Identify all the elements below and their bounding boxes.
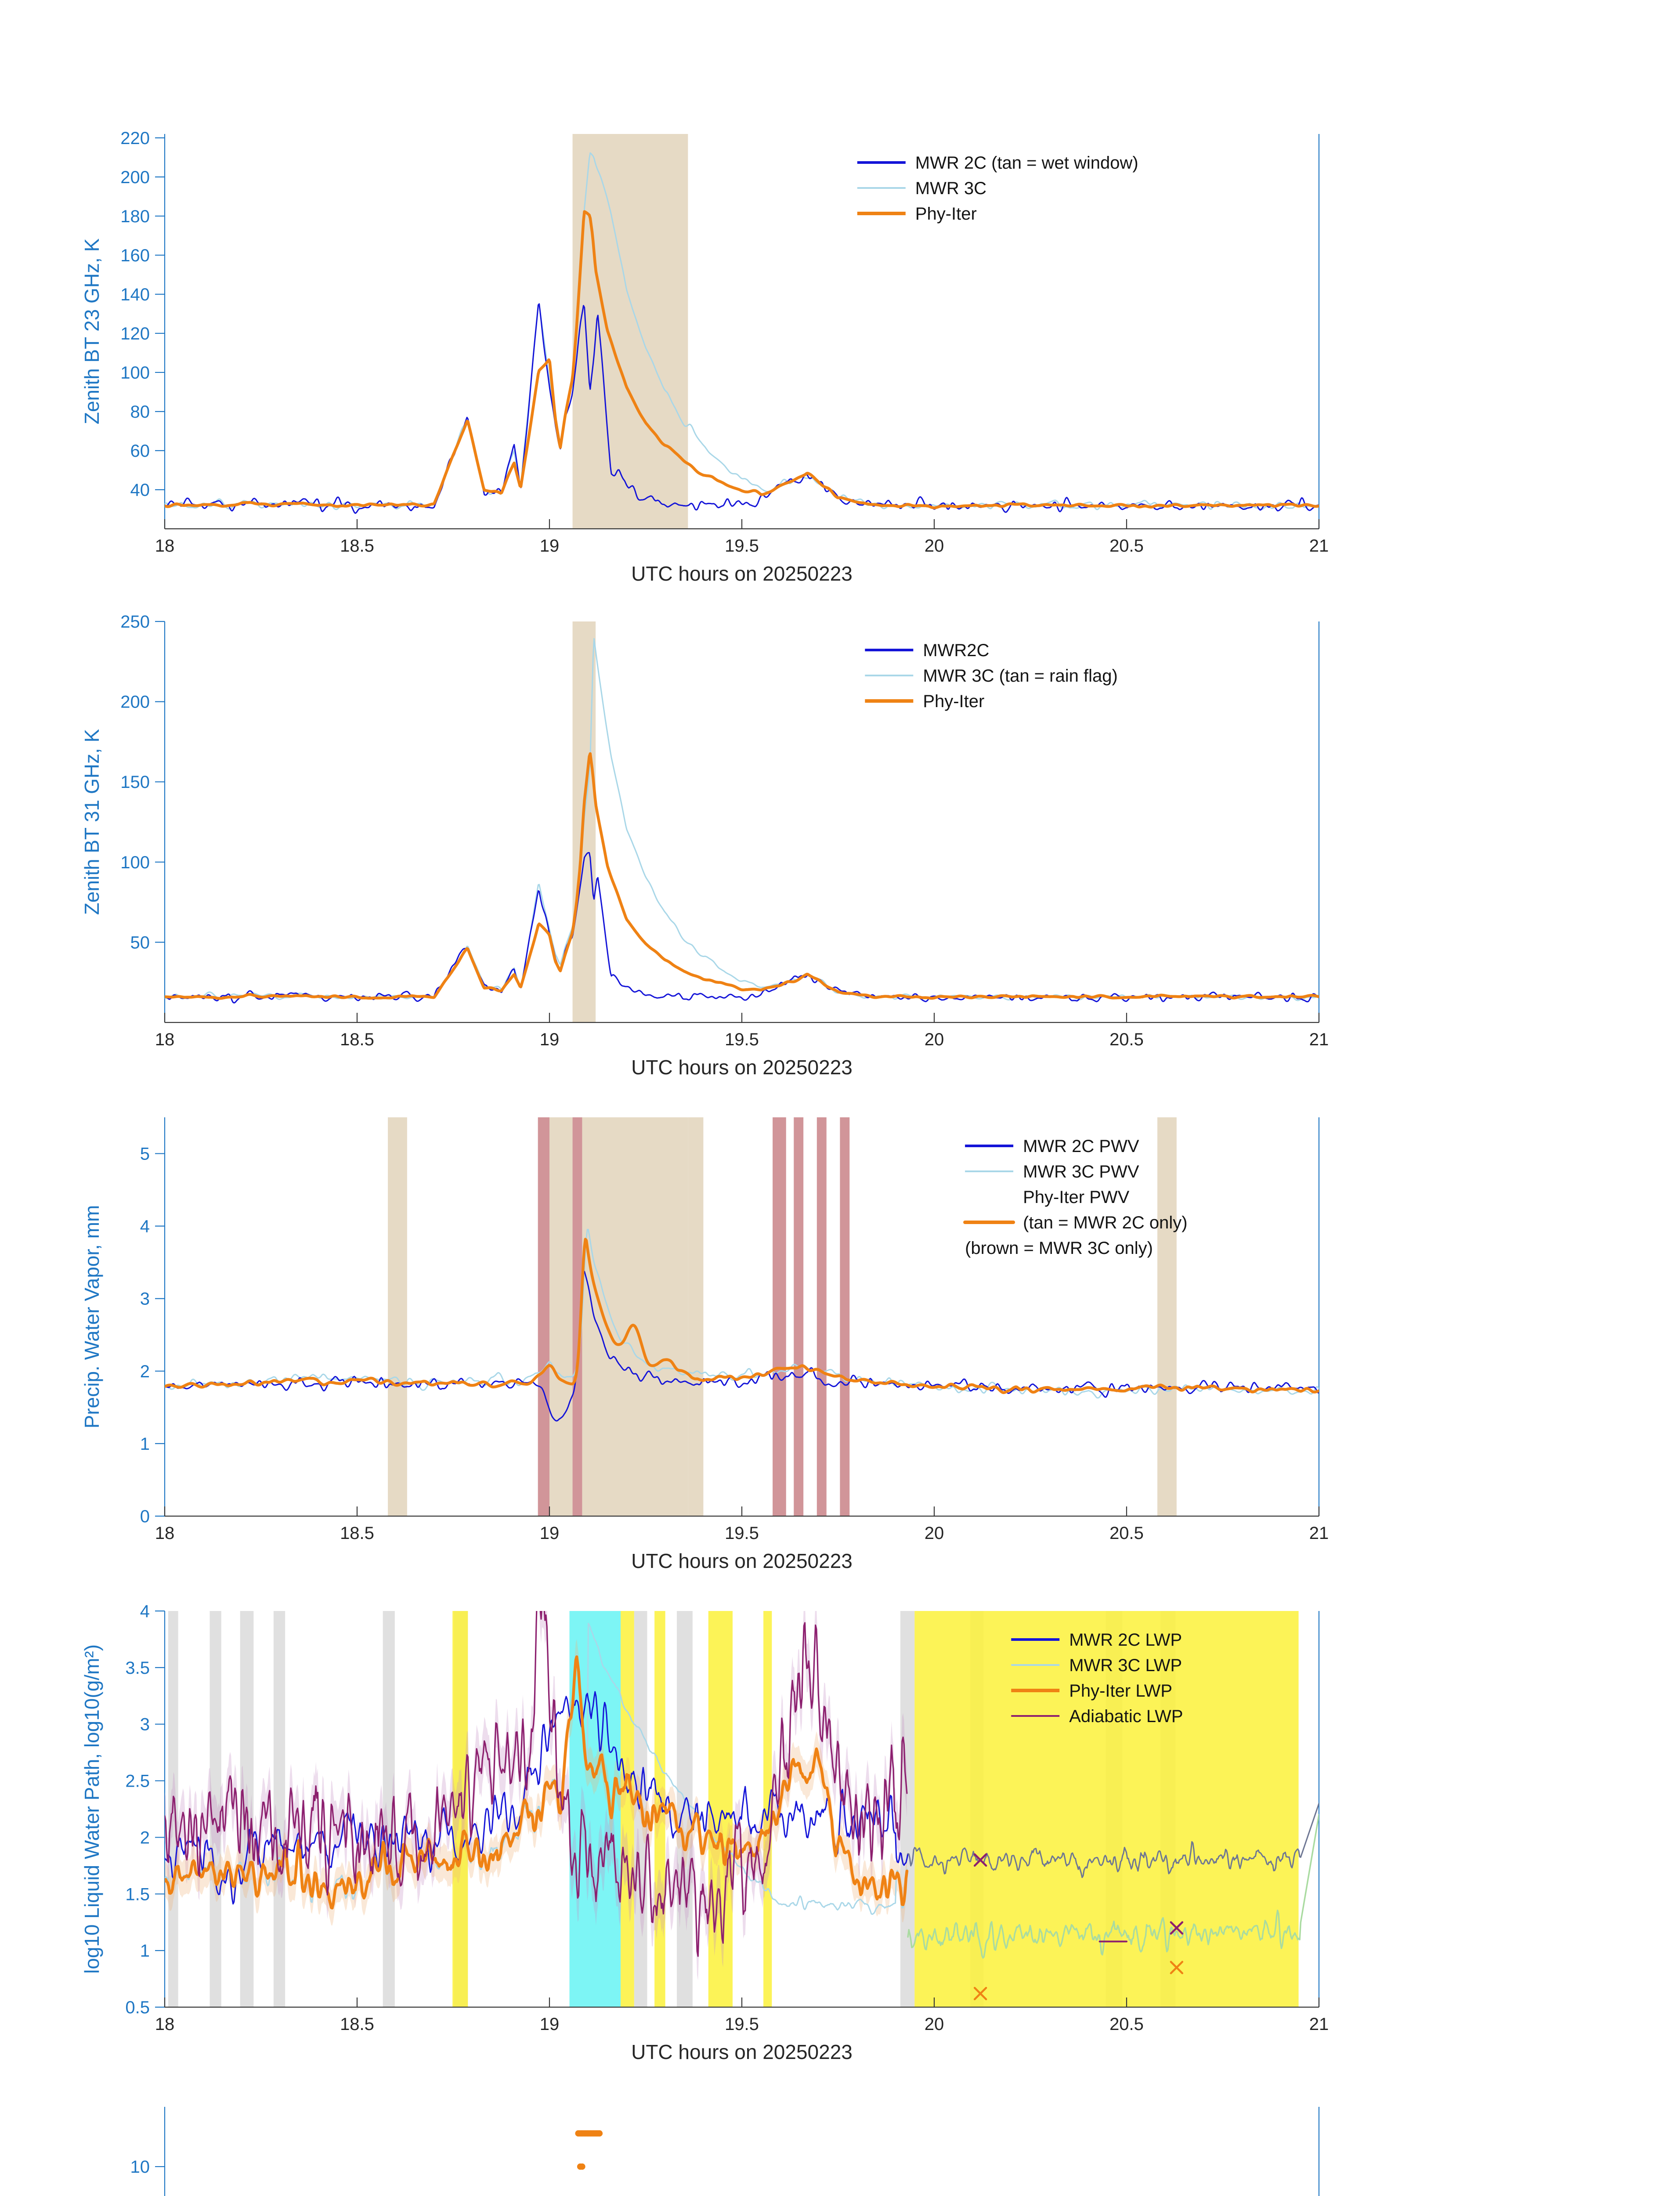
svg-text:20: 20 [925, 536, 944, 556]
svg-text:160: 160 [120, 246, 150, 265]
svg-text:100: 100 [120, 363, 150, 383]
svg-text:2: 2 [140, 1828, 150, 1847]
svg-text:18: 18 [155, 2015, 175, 2034]
svg-text:1.5: 1.5 [125, 1885, 150, 1904]
svg-text:(brown = MWR 3C only): (brown = MWR 3C only) [965, 1239, 1153, 1258]
svg-text:19: 19 [540, 1524, 560, 1543]
svg-text:0.5: 0.5 [125, 1998, 150, 2017]
svg-text:(tan = MWR 2C only): (tan = MWR 2C only) [1023, 1213, 1188, 1232]
svg-text:2: 2 [140, 1362, 150, 1381]
svg-text:3: 3 [140, 1715, 150, 1734]
svg-text:120: 120 [120, 324, 150, 343]
svg-text:40: 40 [130, 480, 150, 500]
svg-text:18: 18 [155, 1030, 175, 1049]
svg-text:1: 1 [140, 1941, 150, 1961]
svg-text:3: 3 [140, 1289, 150, 1309]
svg-text:Precip. Water Vapor, mm: Precip. Water Vapor, mm [80, 1205, 103, 1429]
svg-text:19.5: 19.5 [725, 536, 759, 556]
svg-text:Zenith BT 31 GHz, K: Zenith BT 31 GHz, K [80, 729, 103, 915]
svg-text:18.5: 18.5 [340, 1030, 374, 1049]
svg-text:MWR 3C PWV: MWR 3C PWV [1023, 1162, 1139, 1181]
svg-text:Phy-Iter: Phy-Iter [923, 692, 984, 711]
svg-text:1: 1 [140, 1434, 150, 1454]
svg-text:150: 150 [120, 773, 150, 792]
svg-text:19.5: 19.5 [725, 1524, 759, 1543]
svg-text:5: 5 [140, 1145, 150, 1164]
svg-text:19: 19 [540, 2015, 560, 2034]
svg-text:60: 60 [130, 441, 150, 461]
svg-text:MWR2C: MWR2C [923, 641, 989, 660]
svg-text:200: 200 [120, 693, 150, 712]
svg-text:20.5: 20.5 [1109, 536, 1144, 556]
svg-text:20: 20 [925, 1524, 944, 1543]
svg-text:Zenith BT 23 GHz, K: Zenith BT 23 GHz, K [80, 238, 103, 424]
svg-text:log10 Liquid Water Path, log10: log10 Liquid Water Path, log10(g/m²) [80, 1644, 103, 1974]
svg-text:20.5: 20.5 [1109, 1524, 1144, 1543]
svg-text:19: 19 [540, 1030, 560, 1049]
svg-text:0: 0 [140, 1507, 150, 1526]
svg-text:20.5: 20.5 [1109, 2015, 1144, 2034]
svg-text:18.5: 18.5 [340, 2015, 374, 2034]
svg-text:4: 4 [140, 1217, 150, 1236]
svg-text:Adiabatic LWP: Adiabatic LWP [1069, 1707, 1183, 1726]
svg-text:MWR 3C (tan = rain flag): MWR 3C (tan = rain flag) [923, 666, 1117, 686]
svg-text:UTC hours on 20250223: UTC hours on 20250223 [631, 1549, 853, 1572]
svg-text:Phy-Iter: Phy-Iter [915, 204, 977, 224]
svg-text:18: 18 [155, 536, 175, 556]
svg-text:MWR 2C PWV: MWR 2C PWV [1023, 1137, 1139, 1156]
svg-text:MWR 3C: MWR 3C [915, 179, 986, 198]
svg-text:20.5: 20.5 [1109, 1030, 1144, 1049]
svg-text:220: 220 [120, 129, 150, 148]
svg-text:21: 21 [1309, 1030, 1329, 1049]
svg-text:140: 140 [120, 285, 150, 304]
svg-text:20: 20 [925, 1030, 944, 1049]
svg-text:250: 250 [120, 612, 150, 632]
svg-text:21: 21 [1309, 536, 1329, 556]
svg-text:80: 80 [130, 402, 150, 422]
svg-text:19.5: 19.5 [725, 2015, 759, 2034]
svg-text:18: 18 [155, 1524, 175, 1543]
svg-text:20: 20 [925, 2015, 944, 2034]
svg-text:MWR 3C LWP: MWR 3C LWP [1069, 1656, 1182, 1675]
svg-text:180: 180 [120, 207, 150, 226]
svg-text:UTC hours on 20250223: UTC hours on 20250223 [631, 1056, 853, 1079]
svg-text:18.5: 18.5 [340, 1524, 374, 1543]
svg-text:18.5: 18.5 [340, 536, 374, 556]
svg-text:50: 50 [130, 933, 150, 952]
svg-text:19.5: 19.5 [725, 1030, 759, 1049]
svg-text:MWR 2C (tan = wet window): MWR 2C (tan = wet window) [915, 153, 1138, 173]
svg-text:UTC hours on 20250223: UTC hours on 20250223 [631, 562, 853, 585]
svg-text:100: 100 [120, 853, 150, 872]
svg-text:10: 10 [130, 2157, 150, 2177]
svg-text:21: 21 [1309, 1524, 1329, 1543]
svg-text:Phy-Iter PWV: Phy-Iter PWV [1023, 1188, 1130, 1207]
svg-text:4: 4 [140, 1602, 150, 1621]
svg-text:3.5: 3.5 [125, 1658, 150, 1678]
svg-text:UTC hours on 20250223: UTC hours on 20250223 [631, 2041, 853, 2063]
svg-text:19: 19 [540, 536, 560, 556]
svg-text:2.5: 2.5 [125, 1772, 150, 1791]
svg-text:21: 21 [1309, 2015, 1329, 2034]
svg-text:Phy-Iter LWP: Phy-Iter LWP [1069, 1681, 1172, 1701]
svg-text:MWR 2C LWP: MWR 2C LWP [1069, 1630, 1182, 1650]
svg-text:200: 200 [120, 168, 150, 187]
